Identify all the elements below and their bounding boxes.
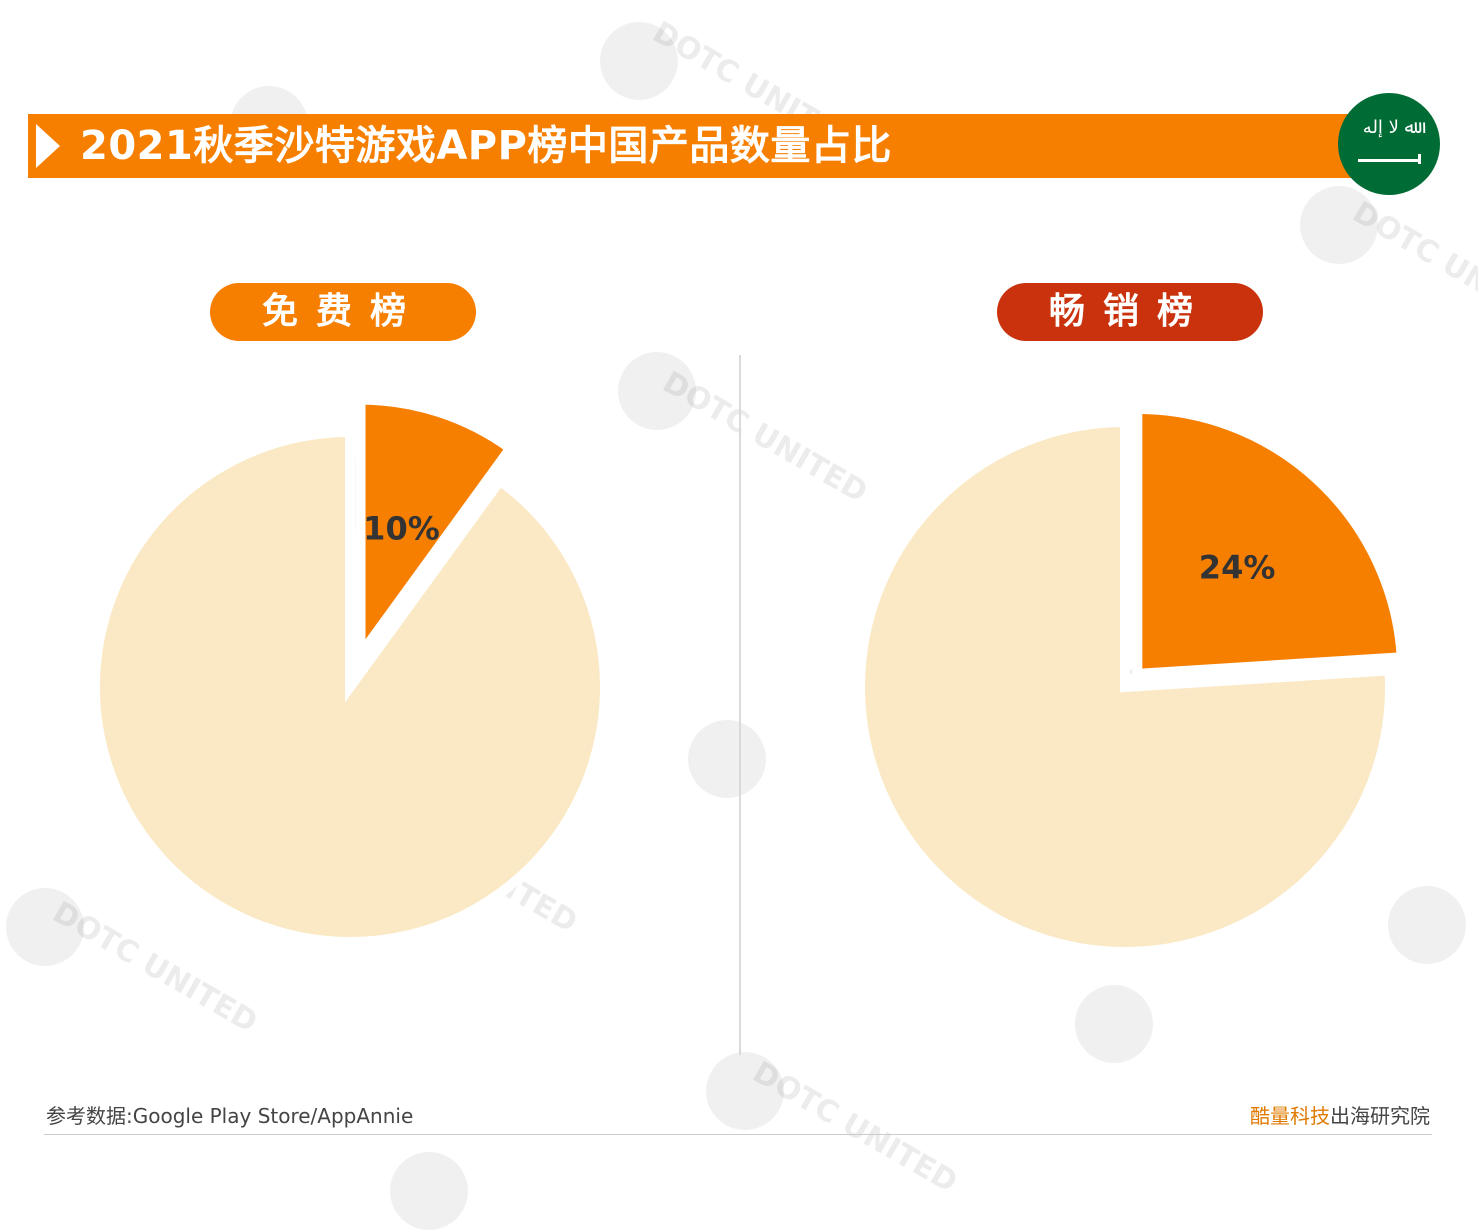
pie-slice-china: [1132, 403, 1408, 680]
pie-data-label: 10%: [363, 510, 440, 548]
play-arrow-icon: [36, 124, 60, 168]
title-bar: [28, 114, 1378, 178]
saudi-flag-icon: ﷲ ﻻ ﺇﻟﻪ: [1338, 93, 1440, 195]
free-chart-label: 免费榜: [210, 283, 476, 341]
pie-slice-china: [355, 394, 518, 671]
pie-data-label: 24%: [1199, 549, 1276, 587]
source-note: 参考数据:Google Play Store/AppAnnie: [46, 1104, 414, 1128]
credit-brand: 酷量科技: [1250, 1104, 1330, 1128]
pie-slice-other: [90, 426, 610, 947]
flag-sword-hilt: [1418, 154, 1421, 164]
center-divider: [739, 355, 741, 1055]
flag-script: ﷲ ﻻ ﺇﻟﻪ: [1362, 117, 1416, 138]
bottom-rule: [44, 1134, 1432, 1135]
flag-sword: [1358, 159, 1418, 162]
credit-org: 出海研究院: [1330, 1104, 1430, 1128]
page-title: 2021秋季沙特游戏APP榜中国产品数量占比: [80, 123, 892, 169]
grossing-chart-label: 畅销榜: [997, 283, 1263, 341]
credit: 酷量科技出海研究院: [1250, 1100, 1430, 1129]
pie-slice-other: [855, 416, 1395, 957]
